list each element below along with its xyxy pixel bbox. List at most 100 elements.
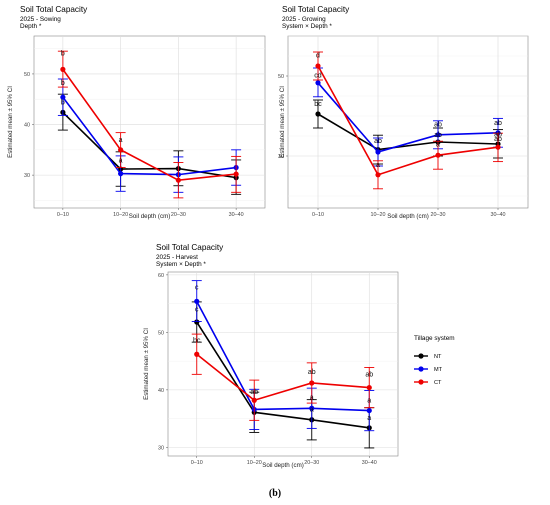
chart-subtitle: Depth * [20, 23, 42, 30]
significance-letter: b [61, 99, 65, 106]
data-point [375, 172, 381, 178]
y-axis-label: Estimated mean ± 95% CI [143, 328, 150, 400]
x-tick-label: 20–30 [431, 212, 446, 218]
y-tick-label: 40 [24, 123, 30, 129]
data-point [309, 405, 315, 411]
data-point [435, 152, 441, 158]
data-point [375, 149, 381, 155]
y-tick-label: 30 [158, 445, 164, 451]
chart-title: Soil Total Capacity [156, 243, 224, 252]
plot-frame [33, 35, 266, 209]
chart-title: Soil Total Capacity [282, 5, 350, 14]
significance-letter: ab [374, 138, 382, 145]
x-tick-label: 0–10 [57, 212, 69, 218]
y-tick-label: 50 [158, 330, 164, 336]
grid [288, 35, 528, 208]
data-point [435, 132, 441, 138]
y-tick-label: 30 [278, 154, 284, 160]
y-tick-label: 50 [24, 72, 30, 78]
x-tick-label: 30–40 [491, 212, 506, 218]
series-line [196, 300, 370, 412]
panel-harvest: Soil Total Capacity 2025 - Harvest System… [143, 243, 399, 469]
x-tick-label: 30–40 [362, 460, 377, 466]
y-axis-label: Estimated mean ± 95% CI [279, 86, 286, 158]
y-axis-label: Estimated mean ± 95% CI [7, 86, 14, 158]
legend-key-point [418, 379, 424, 385]
chart-subtitle: 2025 - Harvest [156, 254, 198, 261]
legend-item-ct: CT [434, 380, 442, 386]
y-tick-label: 40 [158, 388, 164, 394]
data-point [315, 111, 321, 117]
significance-letter: b [61, 80, 65, 87]
significance-letter: ab [434, 121, 442, 128]
data-point [315, 63, 321, 69]
y-tick-label: 30 [24, 173, 30, 179]
significance-letter: a [310, 395, 314, 402]
significance-letter: cd [314, 73, 322, 80]
data-point [315, 80, 321, 86]
chart-subtitle: System × Depth * [156, 261, 206, 268]
significance-letter: c [195, 307, 199, 314]
significance-letter: ab [494, 131, 502, 138]
y-tick-label: 60 [158, 273, 164, 279]
data-point [366, 407, 372, 414]
x-tick-label: 30–40 [229, 212, 244, 218]
significance-letter: a [376, 162, 380, 169]
x-tick-label: 10–20 [371, 212, 386, 218]
significance-letter: ab [250, 389, 258, 396]
significance-letter: ab [494, 136, 502, 143]
plot-frame [167, 271, 399, 457]
x-tick-label: 10–20 [113, 212, 128, 218]
x-tick-label: 20–30 [304, 460, 319, 466]
series-ct [313, 51, 503, 190]
series-ct [57, 50, 242, 199]
data-point [233, 171, 239, 177]
legend-item-mt: MT [434, 367, 443, 373]
data-point [309, 380, 315, 386]
data-point [60, 94, 66, 100]
figure-label: (b) [269, 488, 281, 499]
significance-letter: a [119, 137, 123, 144]
data-point [194, 351, 200, 357]
data-point [60, 66, 66, 72]
significance-letter: d [316, 53, 320, 60]
series-line [62, 68, 237, 181]
significance-letter: a [367, 415, 371, 422]
chart-subtitle: 2025 - Sowing [20, 16, 61, 23]
significance-letter: a [119, 157, 123, 164]
x-axis-label: Soil depth (cm) [262, 462, 304, 469]
significance-letter: a [436, 141, 440, 148]
panel-growing: Soil Total Capacity 2025 - Growing System… [278, 5, 529, 220]
chart-title: Soil Total Capacity [20, 5, 88, 14]
significance-letter: c [195, 284, 199, 291]
series-line [62, 111, 237, 179]
data-point [495, 144, 501, 150]
data-point [366, 384, 372, 391]
series-line [317, 82, 499, 153]
data-point [194, 319, 200, 325]
x-tick-label: 0–10 [191, 460, 203, 466]
series-line [62, 96, 237, 176]
chart-subtitle: System × Depth * [282, 23, 332, 30]
significance-letter: ab [365, 372, 373, 379]
x-axis-label: Soil depth (cm) [387, 213, 429, 220]
series-ct [191, 333, 375, 421]
legend-item-nt: NT [434, 354, 442, 360]
series-line [317, 65, 499, 176]
series-line [317, 113, 499, 151]
significance-letter: bc [314, 101, 322, 108]
data-point [251, 397, 257, 403]
legend: Tillage system NT MT CT [414, 335, 455, 386]
y-tick-label: 50 [278, 74, 284, 80]
data-point [118, 147, 124, 153]
data-point [194, 298, 200, 304]
plot-frame [287, 35, 529, 209]
significance-letter: ab [434, 132, 442, 139]
x-tick-label: 0–10 [312, 212, 324, 218]
series-line [196, 353, 370, 402]
chart-subtitle: 2025 - Growing [282, 16, 326, 23]
panel-sowing: Soil Total Capacity 2025 - Sowing Depth *… [7, 5, 266, 220]
x-axis-label: Soil depth (cm) [129, 213, 171, 220]
data-point [118, 171, 124, 177]
